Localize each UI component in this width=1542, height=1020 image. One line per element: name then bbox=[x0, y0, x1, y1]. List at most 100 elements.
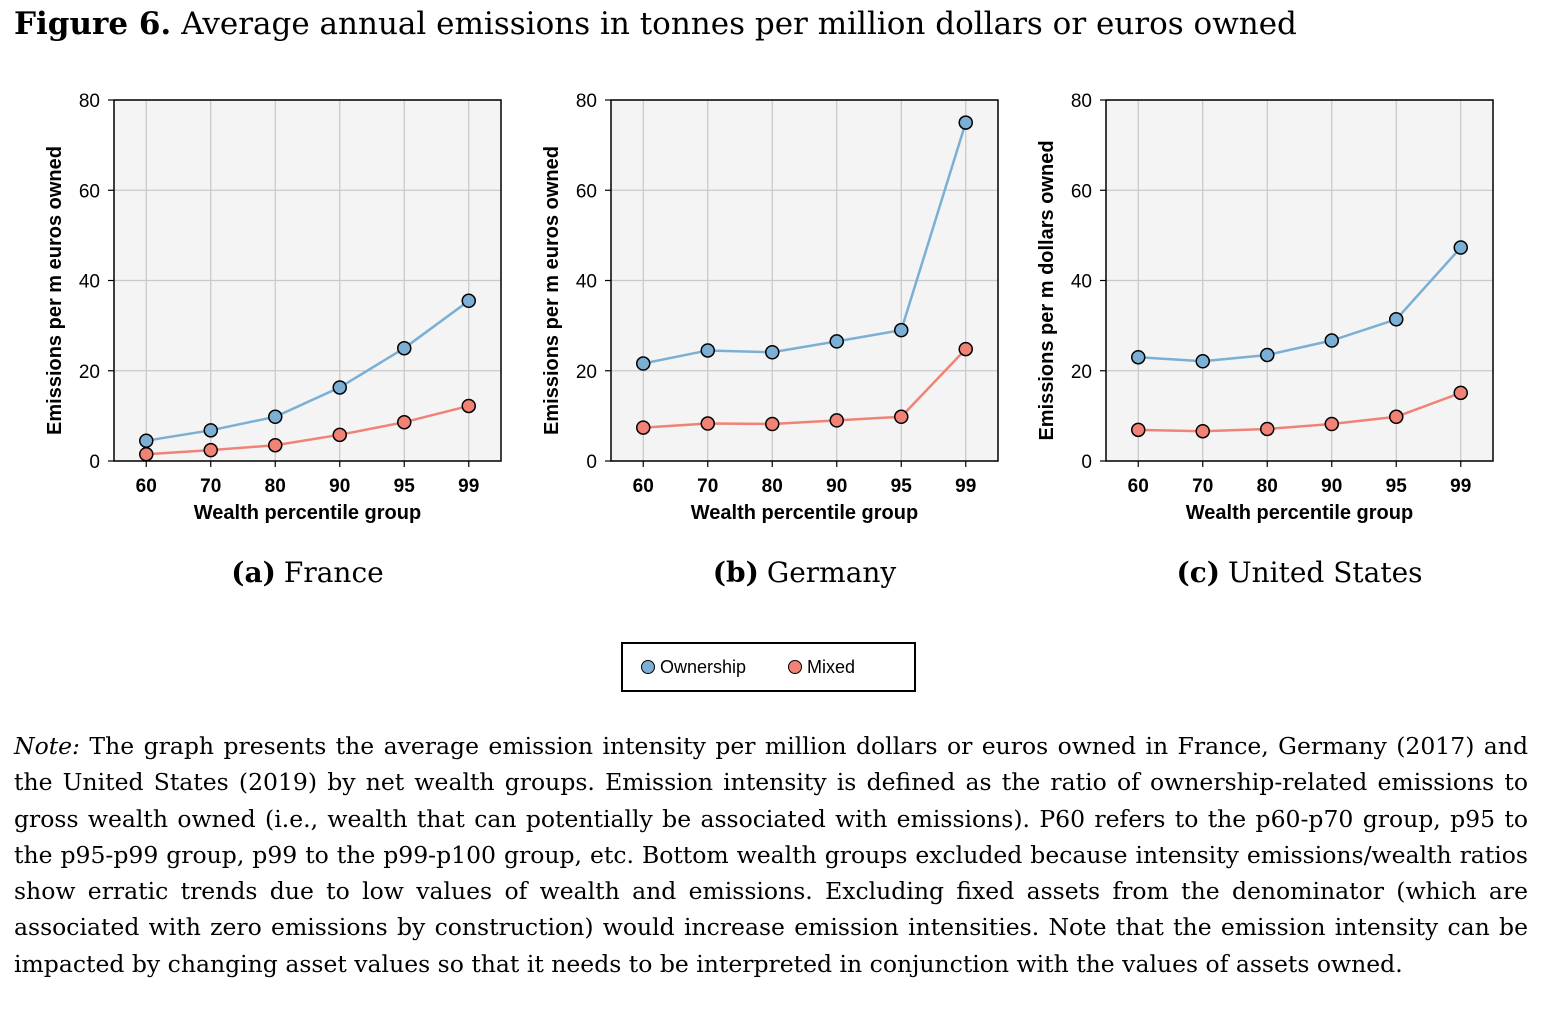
panel-c-series-ownership-point-3 bbox=[1324, 333, 1339, 348]
panel-c-ylabel: Emissions per m dollars owned bbox=[1036, 140, 1058, 440]
panel-b-series-ownership-point-4 bbox=[894, 322, 909, 338]
panel-c-xtick-label-2: 80 bbox=[1257, 476, 1278, 497]
panel-b-series-ownership-point-2 bbox=[765, 344, 780, 360]
legend-marker-mixed bbox=[788, 660, 803, 674]
panel-a-xlabel: Wealth percentile group bbox=[194, 502, 421, 524]
panel-b-ytick-label-3: 60 bbox=[576, 181, 597, 202]
panel-b-xtick-label-3: 90 bbox=[826, 476, 847, 497]
panel-c-series-mixed-point-1 bbox=[1195, 423, 1210, 439]
panel-c-series-ownership-point-5 bbox=[1453, 240, 1468, 255]
panel-b-series-ownership-point-3 bbox=[829, 334, 844, 349]
note-label: Note: bbox=[14, 732, 80, 760]
panel-b-xtick-label-1: 70 bbox=[697, 476, 718, 497]
caption-panel-a: (a) France bbox=[231, 556, 383, 589]
panel-c-ytick-label-2: 40 bbox=[1071, 272, 1092, 293]
panel-b-series-mixed-point-0 bbox=[636, 420, 651, 435]
panel-a-ytick-label-0: 0 bbox=[89, 452, 100, 473]
panel-b-xlabel: Wealth percentile group bbox=[691, 502, 918, 524]
panel-c-xtick-label-1: 70 bbox=[1192, 476, 1213, 497]
panel-a-series-ownership-point-0 bbox=[139, 433, 154, 448]
panel-a-series-ownership-point-3 bbox=[332, 380, 347, 395]
panel-a-series-mixed-point-3 bbox=[332, 427, 347, 443]
caption-panel-c-label: (c) bbox=[1176, 556, 1220, 589]
panel-b-series-mixed-line bbox=[643, 348, 967, 429]
panel-a-series-ownership-point-5 bbox=[461, 293, 476, 309]
panel-c-series-ownership-point-2 bbox=[1260, 347, 1275, 363]
panel-a: 0 20 40 60 80 60 70 80 90 95 99 Wealth percentile g… bbox=[44, 91, 502, 524]
panel-c-series-mixed-point-5 bbox=[1453, 385, 1468, 401]
caption-panel-c: (c) United States bbox=[1176, 556, 1422, 589]
panel-c-ytick-label-0: 0 bbox=[1081, 452, 1092, 473]
caption-panel-a-label: (a) bbox=[231, 556, 276, 589]
panel-a-ytick-label-3: 60 bbox=[79, 181, 100, 202]
panel-b-series-ownership-point-5 bbox=[958, 115, 973, 130]
legend-label-mixed: Mixed bbox=[807, 656, 856, 677]
panel-c-xtick-label-3: 90 bbox=[1321, 476, 1342, 497]
panel-b-ytick-label-0: 0 bbox=[586, 452, 597, 473]
panel-a-series-mixed-point-2 bbox=[268, 437, 283, 453]
panel-a-ylabel: Emissions per m euros owned bbox=[44, 146, 66, 435]
panel-a-ytick-label-1: 20 bbox=[79, 362, 100, 383]
panel-c-series-mixed-point-3 bbox=[1324, 416, 1339, 432]
legend: Ownership Mixed bbox=[621, 642, 916, 692]
panel-c-xtick-label-5: 99 bbox=[1450, 476, 1471, 497]
panel-a-ytick-label-2: 40 bbox=[79, 272, 100, 293]
legend-label-ownership: Ownership bbox=[660, 656, 747, 677]
panel-c-series-ownership-point-0 bbox=[1131, 349, 1146, 365]
panel-a-series-ownership-line bbox=[146, 299, 470, 442]
note-text: The graph presents the average emission … bbox=[14, 732, 1528, 978]
panel-a-series-mixed-line bbox=[146, 404, 470, 456]
panel-a-xtick-label-3: 90 bbox=[329, 476, 350, 497]
panel-b-series-mixed-point-2 bbox=[765, 416, 780, 432]
caption-panel-b: (b) Germany bbox=[713, 556, 897, 589]
panel-c-series-mixed-point-2 bbox=[1260, 421, 1275, 437]
panel-b: 0 20 40 60 80 60 70 80 90 95 99 Wealth percentile g… bbox=[541, 91, 999, 524]
panel-b-series-mixed-point-4 bbox=[894, 409, 909, 425]
panel-a-xtick-label-5: 99 bbox=[458, 476, 479, 497]
panel-c-xtick-label-4: 95 bbox=[1386, 476, 1408, 497]
panel-c-ytick-label-4: 80 bbox=[1071, 91, 1092, 112]
panel-b-xtick-label-5: 99 bbox=[955, 476, 976, 497]
caption-panel-c-text: United States bbox=[1227, 556, 1423, 589]
legend-marker-ownership bbox=[641, 660, 655, 674]
figure-title: Figure 6. Average annual emissions in ton… bbox=[14, 6, 1297, 42]
panel-a-series-ownership-point-2 bbox=[268, 409, 283, 425]
panel-a-series-ownership-point-4 bbox=[397, 340, 412, 356]
panel-c-ytick-label-3: 60 bbox=[1071, 181, 1092, 202]
legend-item-mixed: Mixed bbox=[788, 657, 855, 678]
legend-item-ownership: Ownership bbox=[641, 657, 746, 678]
panel-c-xlabel: Wealth percentile group bbox=[1186, 502, 1413, 524]
panel-c-series-mixed-point-4 bbox=[1389, 409, 1404, 425]
caption-panel-b-label: (b) bbox=[712, 556, 759, 589]
panel-b-xtick-label-0: 60 bbox=[633, 476, 654, 497]
panel-a-series-ownership-point-1 bbox=[203, 423, 218, 438]
panel-c-xtick-label-0: 60 bbox=[1128, 476, 1149, 497]
figure-label: Figure 6. bbox=[14, 6, 172, 42]
panel-b-series-ownership-point-0 bbox=[636, 356, 651, 371]
panel-b-series-ownership-line bbox=[643, 122, 967, 365]
panel-b-ylabel: Emissions per m euros owned bbox=[541, 146, 563, 435]
panel-c: 0 20 40 60 80 60 70 80 90 95 99 Wealth percentile g… bbox=[1036, 91, 1494, 524]
caption-panel-b-text: Germany bbox=[766, 556, 897, 589]
panel-c-series-mixed-point-0 bbox=[1131, 422, 1146, 438]
panel-c-ytick-label-1: 20 bbox=[1071, 362, 1092, 383]
panel-a-xtick-label-1: 70 bbox=[200, 476, 221, 497]
charts-container: 0 20 40 60 80 60 70 80 90 95 99 Wealth percentile g… bbox=[44, 91, 1494, 524]
panel-a-ytick-label-4: 80 bbox=[79, 91, 100, 112]
panel-b-ytick-label-1: 20 bbox=[576, 362, 597, 383]
panel-b-ytick-label-4: 80 bbox=[576, 91, 597, 112]
panel-b-series-mixed-point-3 bbox=[829, 413, 844, 428]
panel-b-series-mixed-point-5 bbox=[958, 341, 973, 357]
panel-b-ytick-label-2: 40 bbox=[576, 272, 597, 293]
panel-b-xtick-label-2: 80 bbox=[762, 476, 783, 497]
panel-b-series-ownership-point-1 bbox=[700, 343, 715, 358]
panel-a-series-mixed-point-0 bbox=[139, 446, 154, 462]
panel-b-series-mixed-point-1 bbox=[700, 416, 715, 431]
figure-title-text: Average annual emissions in tonnes per m… bbox=[181, 6, 1297, 42]
panel-a-series-mixed-point-1 bbox=[203, 442, 218, 458]
panel-c-series-mixed-line bbox=[1138, 391, 1462, 433]
panel-a-xtick-label-0: 60 bbox=[136, 476, 157, 497]
panel-a-xtick-label-4: 95 bbox=[394, 476, 416, 497]
panel-c-series-ownership-point-1 bbox=[1195, 354, 1210, 369]
panel-a-xtick-label-2: 80 bbox=[265, 476, 286, 497]
